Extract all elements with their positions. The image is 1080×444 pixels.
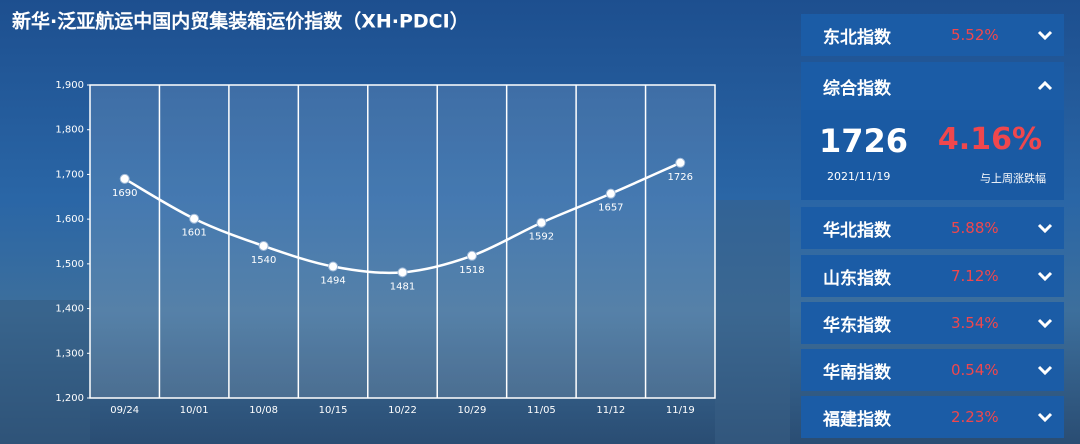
- panel: 山东指数 7.12%: [801, 255, 1064, 297]
- y-tick-label: 1,200: [55, 393, 84, 404]
- panel: 福建指数 2.23%: [801, 396, 1064, 438]
- index-change: 7.12%: [951, 267, 999, 285]
- index-row[interactable]: 华北指数 5.88%: [801, 207, 1064, 249]
- y-tick-label: 1,300: [55, 348, 84, 359]
- expand-icon[interactable]: [1037, 365, 1053, 375]
- x-tick-label: 10/01: [180, 405, 209, 416]
- x-tick-label: 11/19: [666, 405, 695, 416]
- panel: 华北指数 5.88%: [801, 207, 1064, 249]
- index-row[interactable]: 山东指数 7.12%: [801, 255, 1064, 297]
- plot-area: [89, 84, 716, 399]
- value-label: 1494: [320, 276, 345, 287]
- value-label: 1481: [390, 281, 415, 292]
- point: [328, 261, 339, 272]
- y-tick-label: 1,800: [55, 125, 84, 136]
- index-row[interactable]: 华东指数 3.54%: [801, 302, 1064, 344]
- value-label: 1592: [529, 232, 554, 243]
- composite-value: 1726: [819, 122, 909, 160]
- background-image: [0, 300, 90, 444]
- index-change: 0.54%: [951, 361, 999, 379]
- panel: 华东指数 3.54%: [801, 302, 1064, 344]
- expand-icon[interactable]: [1037, 271, 1053, 281]
- index-row[interactable]: 华南指数 0.54%: [801, 349, 1064, 391]
- y-tick-label: 1,900: [55, 80, 84, 91]
- value-label: 1518: [459, 265, 484, 276]
- x-tick-label: 11/05: [527, 405, 556, 416]
- composite-date: 2021/11/19: [827, 170, 891, 183]
- index-name: 东北指数: [823, 27, 891, 48]
- background-image: [715, 200, 790, 444]
- index-name: 山东指数: [823, 268, 891, 289]
- composite-row[interactable]: 综合指数: [801, 62, 1064, 110]
- composite-change: 4.16%: [937, 122, 1042, 157]
- x-tick-label: 10/29: [458, 405, 487, 416]
- expand-icon[interactable]: [1037, 412, 1053, 422]
- panel: 综合指数 1726 4.16% 2021/11/19 与上周涨跌幅: [801, 62, 1064, 200]
- expand-icon[interactable]: [1037, 318, 1053, 328]
- y-tick-label: 1,500: [55, 259, 84, 270]
- chart-title: 新华·泛亚航运中国内贸集装箱运价指数（XH·PDCI）: [12, 10, 469, 33]
- point: [466, 250, 477, 261]
- point: [675, 157, 686, 168]
- expand-icon[interactable]: [1037, 30, 1053, 40]
- collapse-icon[interactable]: [1037, 81, 1053, 91]
- x-tick-label: 10/08: [249, 405, 278, 416]
- x-tick-label: 11/12: [596, 405, 625, 416]
- index-name: 华南指数: [823, 362, 891, 383]
- value-label: 1601: [181, 228, 206, 239]
- x-tick-label: 09/24: [110, 405, 139, 416]
- composite-change-label: 与上周涨跌幅: [980, 172, 1046, 185]
- index-row[interactable]: 福建指数 2.23%: [801, 396, 1064, 438]
- x-tick-label: 10/22: [388, 405, 417, 416]
- point: [189, 213, 200, 224]
- expand-icon[interactable]: [1037, 223, 1053, 233]
- index-name: 华东指数: [823, 315, 891, 336]
- x-tick-label: 10/15: [319, 405, 348, 416]
- index-change: 2.23%: [951, 408, 999, 426]
- index-change: 3.54%: [951, 314, 999, 332]
- panel: 华南指数 0.54%: [801, 349, 1064, 391]
- panel: 东北指数 5.52%: [801, 14, 1064, 56]
- index-name: 综合指数: [823, 78, 891, 99]
- index-row[interactable]: 东北指数 5.52%: [801, 14, 1064, 56]
- index-change: 5.52%: [951, 26, 999, 44]
- y-tick-label: 1,600: [55, 214, 84, 225]
- y-tick-label: 1,400: [55, 304, 84, 315]
- composite-body: 1726 4.16% 2021/11/19 与上周涨跌幅: [801, 110, 1064, 200]
- index-name: 福建指数: [823, 409, 891, 430]
- point: [258, 240, 269, 251]
- point: [397, 267, 408, 278]
- value-label: 1690: [112, 188, 137, 199]
- index-change: 5.88%: [951, 219, 999, 237]
- chart: 新华·泛亚航运中国内贸集装箱运价指数（XH·PDCI） 1,200 1,300 1,…: [0, 10, 790, 444]
- point: [119, 173, 130, 184]
- y-tick-label: 1,700: [55, 169, 84, 180]
- value-label: 1726: [668, 172, 693, 183]
- point: [536, 217, 547, 228]
- value-label: 1657: [598, 203, 623, 214]
- index-name: 华北指数: [823, 220, 891, 241]
- point: [605, 188, 616, 199]
- value-label: 1540: [251, 255, 276, 266]
